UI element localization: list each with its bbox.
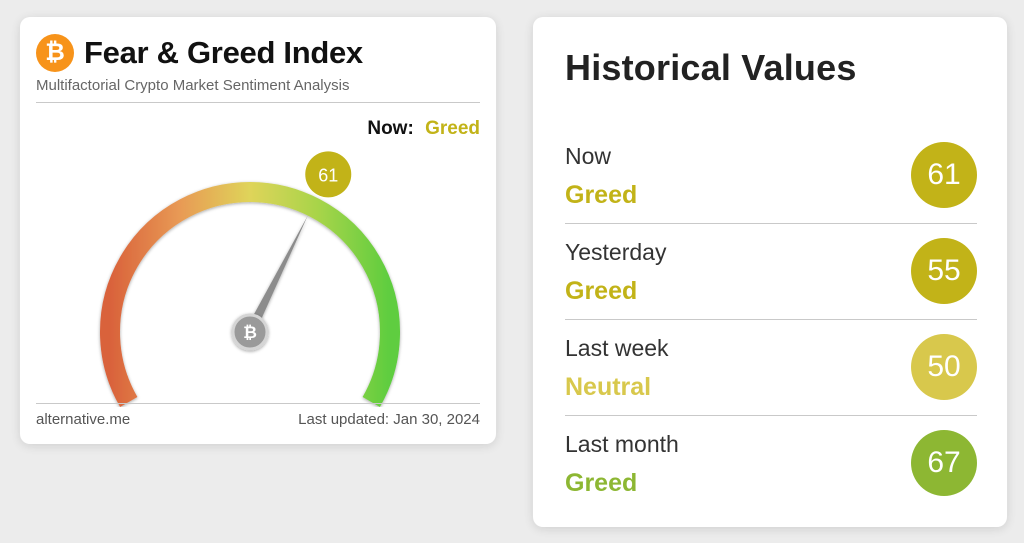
gauge-value-badge: 61 [305, 151, 352, 198]
widget-header: ₿ Fear & Greed Index [36, 34, 363, 72]
bitcoin-logo-icon: ₿ [36, 34, 74, 72]
widget-subtitle: Multifactorial Crypto Market Sentiment A… [36, 77, 350, 94]
period-label: Last month [565, 431, 679, 457]
fear-greed-widget: ₿ Fear & Greed Index Multifactorial Cryp… [20, 17, 496, 444]
gauge-arc [100, 182, 400, 407]
source-link[interactable]: alternative.me [36, 411, 131, 428]
now-label: Now: [367, 118, 414, 139]
now-indicator: Now: Greed [367, 118, 480, 140]
row-divider [565, 319, 977, 320]
widget-title: Fear & Greed Index [84, 35, 363, 70]
history-row-yesterday: Yesterday Greed 55 [565, 225, 977, 320]
value-badge: 50 [911, 334, 977, 400]
needle-hub-bitcoin-icon: ₿ [231, 313, 269, 351]
history-row-last-month: Last month Greed 67 [565, 417, 977, 512]
header-divider [36, 102, 480, 103]
row-divider [565, 415, 977, 416]
history-row-now: Now Greed 61 [565, 129, 977, 224]
now-classification: Greed [425, 118, 480, 139]
classification-label: Greed [565, 277, 638, 305]
footer-divider [36, 403, 480, 404]
gauge-needle [245, 215, 308, 335]
value-badge: 67 [911, 430, 977, 496]
classification-label: Greed [565, 469, 638, 497]
historical-title: Historical Values [565, 47, 857, 88]
classification-label: Neutral [565, 373, 652, 401]
row-divider [565, 223, 977, 224]
classification-label: Greed [565, 181, 638, 209]
sentiment-gauge: ₿ 61 [100, 151, 400, 407]
svg-text:61: 61 [318, 165, 338, 185]
historical-values-card: Historical Values Now Greed 61 Yesterday… [533, 17, 1007, 527]
period-label: Last week [565, 335, 669, 361]
svg-text:₿: ₿ [243, 323, 257, 343]
history-row-last-week: Last week Neutral 50 [565, 321, 977, 416]
value-badge: 61 [911, 142, 977, 208]
last-updated: Last updated: Jan 30, 2024 [298, 411, 480, 428]
value-badge: 55 [911, 238, 977, 304]
period-label: Now [565, 143, 612, 169]
period-label: Yesterday [565, 239, 667, 265]
